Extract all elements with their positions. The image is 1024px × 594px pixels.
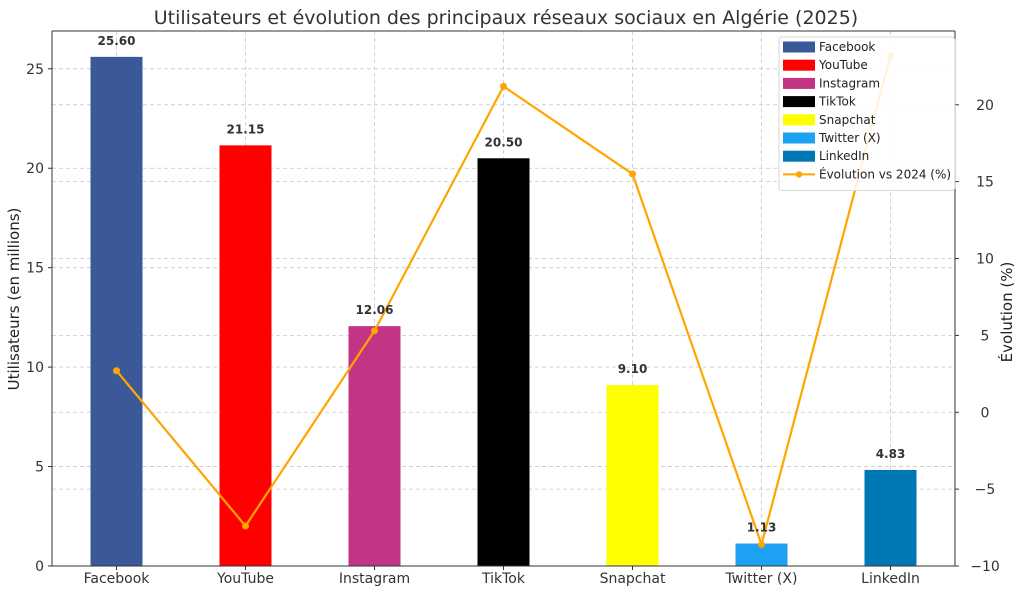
- y-tick-label-right: −5: [975, 482, 996, 498]
- y-tick-label-right: −10: [970, 559, 1000, 575]
- bar-value-label: 25.60: [98, 34, 136, 48]
- bar-value-label: 12.06: [356, 303, 394, 317]
- legend-entry: TikTok: [818, 95, 856, 109]
- x-tick-label: LinkedIn: [861, 571, 920, 587]
- y-tick-label-right: 0: [981, 405, 990, 421]
- evolution-point: [500, 82, 507, 90]
- legend-entry: Évolution vs 2024 (%): [819, 166, 951, 181]
- y-tick-label-left: 0: [35, 559, 44, 575]
- x-tick-label: Snapchat: [600, 571, 666, 587]
- y-tick-label-left: 25: [26, 62, 44, 78]
- bar-snapchat: [606, 385, 659, 566]
- evolution-point: [758, 540, 765, 548]
- legend-line-marker: [795, 171, 803, 178]
- legend-entry: Twitter (X): [818, 131, 881, 145]
- x-tick-label: Instagram: [339, 571, 410, 587]
- axes: 0 5 10 15 20 25 −10 −5 0 5 10 15 20 Facebook YouTube In…: [26, 30, 1000, 587]
- y-axis-label-left: Utilisateurs (en millions): [5, 208, 23, 391]
- bars: [90, 56, 917, 567]
- evolution-point: [629, 170, 636, 178]
- legend-entry: YouTube: [818, 58, 868, 72]
- legend-entry: Instagram: [819, 76, 880, 90]
- legend-swatch: [783, 41, 815, 53]
- evolution-point: [242, 522, 249, 530]
- bar-value-label: 21.15: [227, 122, 265, 136]
- y-tick-label-right: 20: [976, 98, 994, 114]
- legend-swatch: [783, 59, 815, 71]
- y-tick-label-left: 15: [26, 261, 44, 277]
- legend-swatch: [783, 77, 815, 89]
- evolution-point: [371, 327, 378, 335]
- evolution-point: [113, 367, 120, 375]
- y-tick-label-right: 15: [976, 175, 994, 191]
- legend-swatch: [783, 132, 815, 144]
- legend-swatch: [783, 114, 815, 126]
- data-labels: 25.60 21.15 12.06 20.50 9.10 1.13 4.83: [98, 34, 906, 535]
- legend: Facebook YouTube Instagram TikTok Snapchat Tw…: [778, 36, 956, 192]
- bar-value-label: 9.10: [618, 362, 648, 376]
- bar-youtube: [219, 145, 272, 566]
- bar-value-label: 4.83: [876, 447, 906, 461]
- legend-box: [778, 36, 956, 192]
- y-axis-label-right: Évolution (%): [997, 262, 1016, 363]
- y-tick-label-left: 10: [26, 360, 44, 376]
- bar-instagram: [348, 326, 401, 566]
- y-tick-label-right: 5: [981, 328, 990, 344]
- chart-title: Utilisateurs et évolution des principaux…: [154, 7, 858, 29]
- legend-entry: LinkedIn: [819, 149, 869, 163]
- x-tick-label: Facebook: [84, 571, 151, 587]
- legend-swatch: [783, 150, 815, 162]
- x-tick-label: Twitter (X): [725, 571, 798, 587]
- x-tick-label: YouTube: [216, 571, 274, 587]
- bar-value-label: 20.50: [485, 135, 523, 149]
- bar-twitter-x: [735, 543, 788, 566]
- y-tick-label-left: 20: [26, 161, 44, 177]
- y-tick-label-right: 10: [976, 252, 994, 268]
- bar-linkedin: [864, 469, 917, 566]
- bar-facebook: [90, 56, 143, 567]
- y-tick-label-left: 5: [35, 460, 44, 476]
- bar-tiktok: [477, 158, 530, 566]
- x-tick-label: TikTok: [481, 571, 526, 587]
- legend-swatch: [783, 96, 815, 108]
- legend-entry: Facebook: [819, 40, 875, 54]
- bar-value-label: 1.13: [747, 521, 777, 535]
- legend-entry: Snapchat: [819, 113, 876, 127]
